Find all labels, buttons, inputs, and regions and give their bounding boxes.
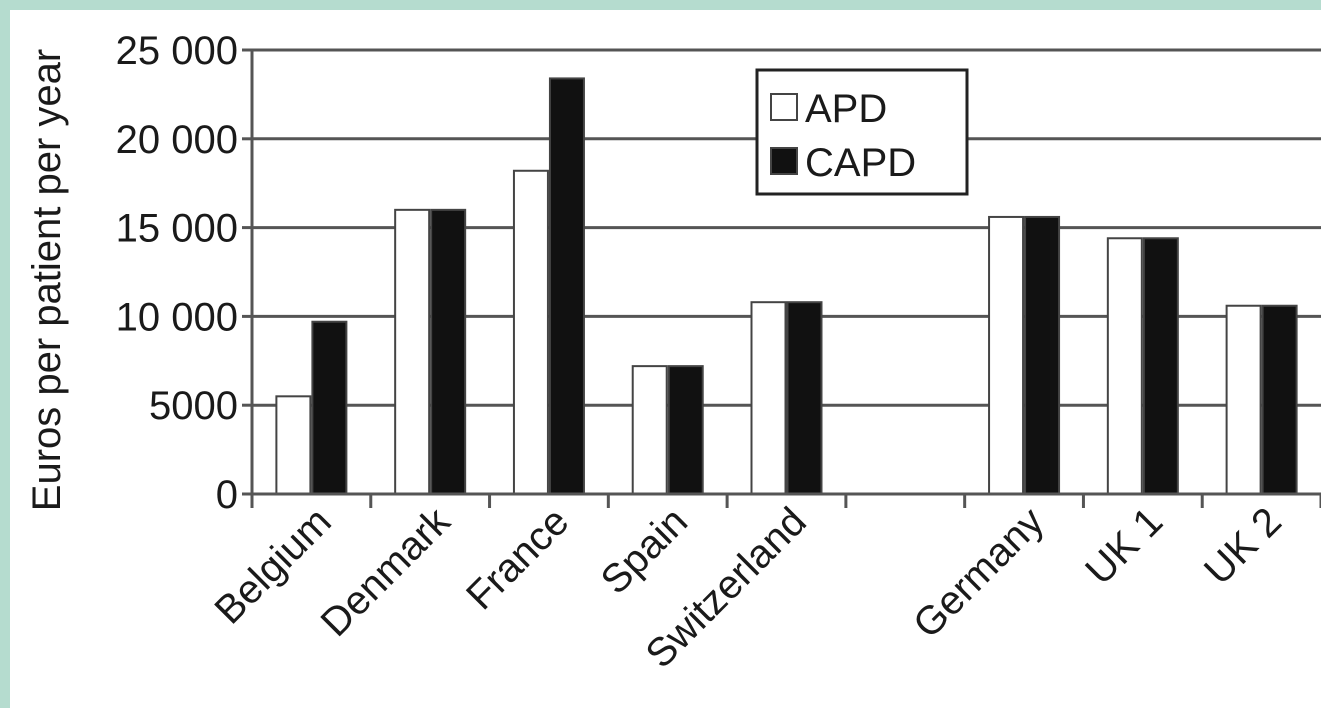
bar-apd-uk-1 <box>1108 238 1142 494</box>
y-tick-label: 25 000 <box>116 29 238 73</box>
x-category-label: UK 1 <box>1077 499 1171 593</box>
x-category-label: Spain <box>593 499 696 602</box>
bar-apd-uk-2 <box>1227 306 1261 494</box>
bar-apd-denmark <box>395 210 429 494</box>
y-tick-label: 20 000 <box>116 118 238 162</box>
y-tick-label: 10 000 <box>116 295 238 339</box>
bar-capd-germany <box>1025 217 1059 494</box>
bar-apd-belgium <box>276 396 310 494</box>
bar-capd-france <box>550 78 584 494</box>
y-tick-label: 5000 <box>149 384 238 428</box>
bar-capd-denmark <box>431 210 465 494</box>
legend-swatch-capd <box>771 148 797 174</box>
y-tick-label: 0 <box>216 473 238 517</box>
legend-swatch-apd <box>771 94 797 120</box>
bar-capd-uk-1 <box>1144 238 1178 494</box>
legend-label-apd: APD <box>805 87 887 131</box>
y-axis-ticks: 0 5000 10 000 15 000 20 000 25 000 <box>116 29 252 517</box>
legend: APD CAPD <box>757 70 967 194</box>
bar-capd-belgium <box>312 322 346 494</box>
x-category-label: France <box>458 499 577 618</box>
x-category-label: UK 2 <box>1196 499 1290 593</box>
legend-label-capd: CAPD <box>805 141 916 185</box>
x-category-label: Germany <box>905 499 1052 646</box>
y-tick-label: 15 000 <box>116 207 238 251</box>
bar-capd-spain <box>669 366 703 494</box>
bar-capd-switzerland <box>788 302 822 494</box>
y-axis-title: Euros per patient per year <box>25 49 69 511</box>
x-category-label: Denmark <box>313 499 460 646</box>
bar-apd-spain <box>633 366 667 494</box>
bar-chart: 0 5000 10 000 15 000 20 000 25 000 BelgiumDen… <box>10 10 1321 708</box>
bar-apd-germany <box>989 217 1023 494</box>
bar-apd-switzerland <box>752 302 786 494</box>
bar-capd-uk-2 <box>1263 306 1297 494</box>
bar-apd-france <box>514 171 548 494</box>
